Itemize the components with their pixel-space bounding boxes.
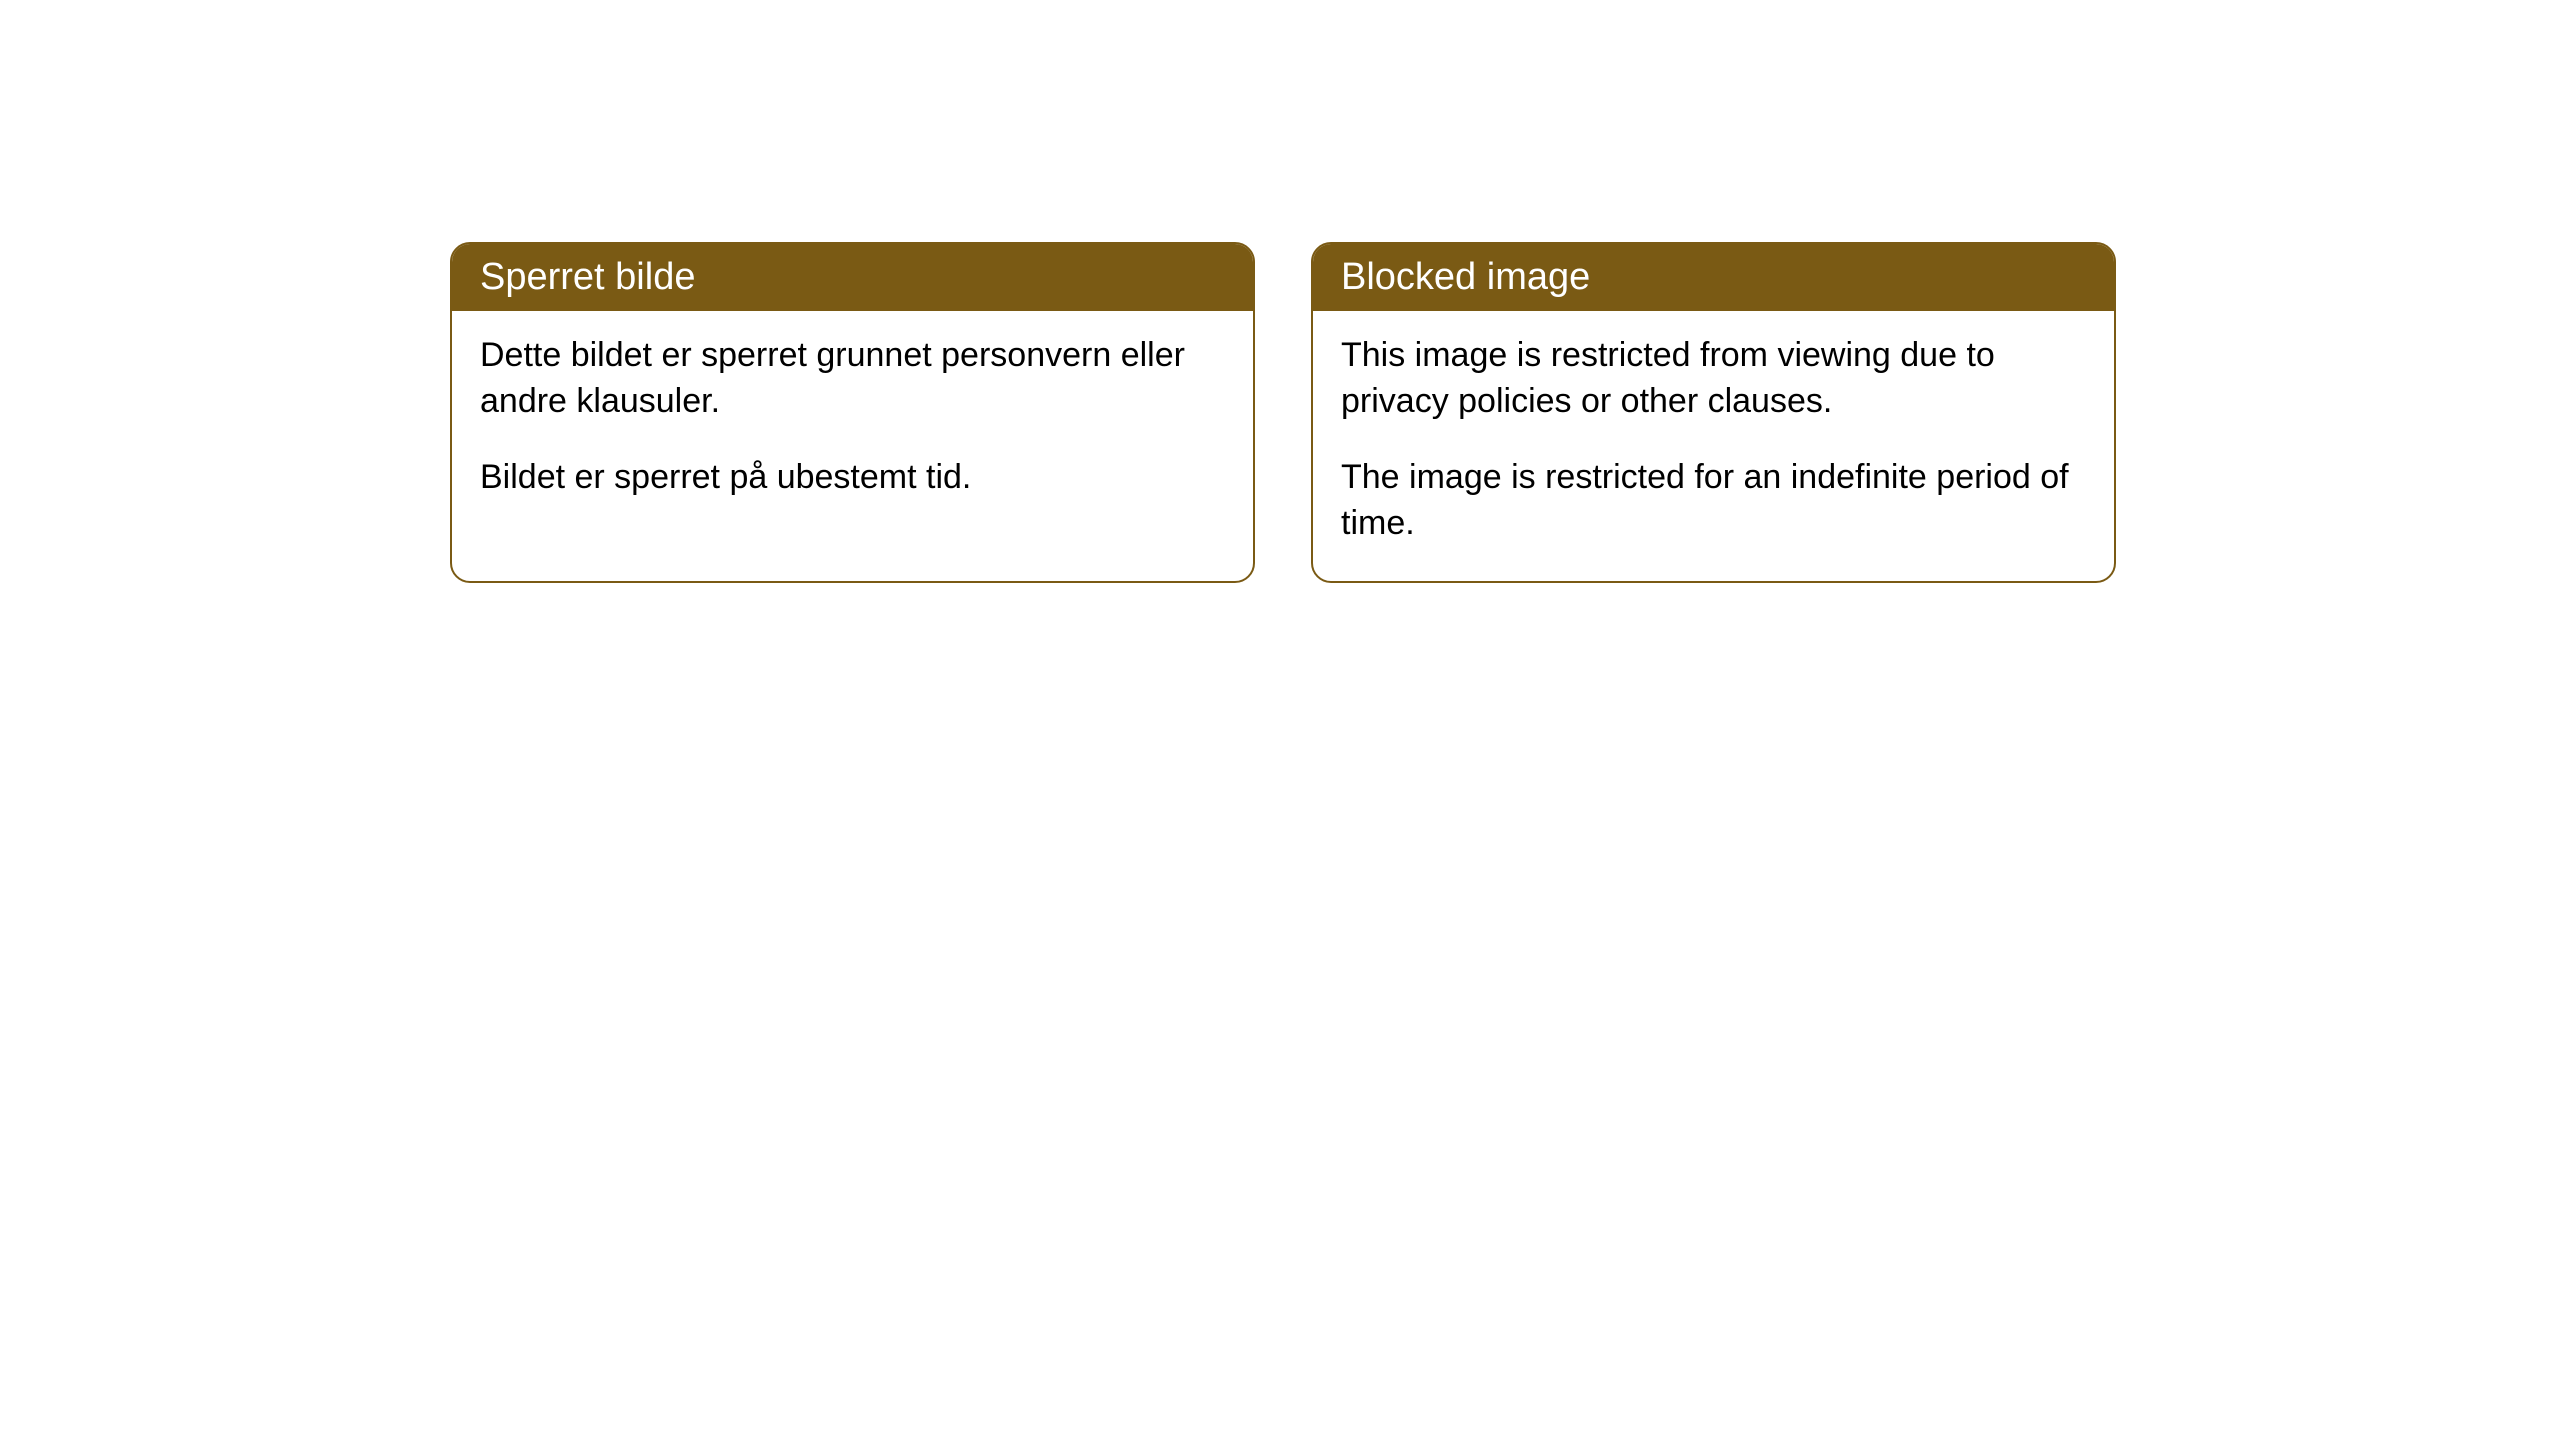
card-body: This image is restricted from viewing du… [1313,311,2114,581]
blocked-image-card-english: Blocked image This image is restricted f… [1311,242,2116,583]
card-paragraph: This image is restricted from viewing du… [1341,333,2086,425]
card-title: Blocked image [1341,256,1590,298]
blocked-image-card-norwegian: Sperret bilde Dette bildet er sperret gr… [450,242,1255,583]
card-title: Sperret bilde [480,256,695,298]
card-header: Sperret bilde [452,244,1253,311]
card-body: Dette bildet er sperret grunnet personve… [452,311,1253,535]
card-paragraph: The image is restricted for an indefinit… [1341,455,2086,547]
card-paragraph: Dette bildet er sperret grunnet personve… [480,333,1225,425]
card-header: Blocked image [1313,244,2114,311]
notice-cards-container: Sperret bilde Dette bildet er sperret gr… [450,242,2116,583]
card-paragraph: Bildet er sperret på ubestemt tid. [480,455,1225,501]
